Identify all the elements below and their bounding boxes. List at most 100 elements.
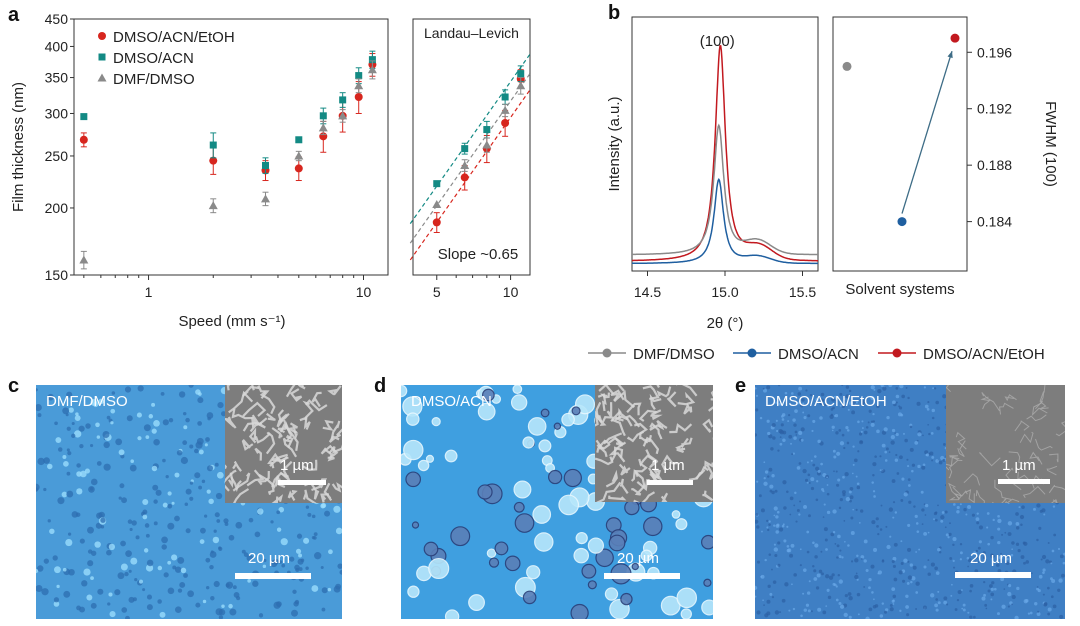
texture-dot xyxy=(83,568,91,576)
texture-dot xyxy=(918,548,921,551)
texture-dot xyxy=(898,405,901,408)
texture-dot xyxy=(842,493,846,497)
fwhm-point-dmso-acn-etoh xyxy=(950,33,960,43)
texture-dot xyxy=(875,517,879,521)
texture-dot xyxy=(775,530,779,534)
texture-dot xyxy=(997,527,1001,531)
texture-dot xyxy=(1062,561,1065,565)
texture-dot xyxy=(760,508,765,513)
texture-dot xyxy=(841,490,846,495)
texture-dot xyxy=(768,523,771,526)
texture-dot xyxy=(959,558,962,561)
texture-dot xyxy=(321,607,326,612)
sem-feature xyxy=(232,461,242,472)
texture-dot xyxy=(982,551,986,555)
texture-dot xyxy=(1063,552,1065,556)
texture-dot xyxy=(755,433,758,437)
texture-dot xyxy=(1041,554,1047,560)
texture-dot xyxy=(836,544,840,548)
texture-dot xyxy=(773,506,778,511)
texture-dot xyxy=(858,432,863,436)
texture-dot xyxy=(79,443,84,449)
texture-dot xyxy=(789,496,794,501)
texture-dot xyxy=(121,607,128,613)
texture-dot xyxy=(853,458,858,463)
texture-dot xyxy=(881,443,886,448)
texture-dot xyxy=(916,439,919,442)
texture-dot xyxy=(857,613,860,616)
texture-domain xyxy=(417,459,430,472)
texture-dot xyxy=(873,547,878,552)
texture-dot xyxy=(888,507,894,512)
texture-dot xyxy=(252,580,259,587)
sem-feature xyxy=(246,469,265,487)
texture-dot xyxy=(833,455,837,459)
texture-dot xyxy=(49,528,55,535)
texture-dot xyxy=(66,490,74,498)
sem-feature xyxy=(661,454,677,471)
texture-dot xyxy=(873,598,875,601)
texture-dot xyxy=(220,411,227,417)
texture-dot xyxy=(872,604,877,609)
texture-dot xyxy=(799,500,802,503)
texture-domain xyxy=(643,516,663,537)
texture-dot xyxy=(295,548,302,554)
texture-dot xyxy=(806,481,809,484)
texture-dot xyxy=(756,525,760,529)
texture-dot xyxy=(177,588,183,593)
x-tick-label: 10 xyxy=(356,284,372,300)
texture-dot xyxy=(1015,512,1019,516)
texture-dot xyxy=(949,557,953,560)
texture-dot xyxy=(997,514,1000,518)
texture-dot xyxy=(827,595,832,600)
texture-dot xyxy=(798,462,802,465)
texture-domain xyxy=(676,587,698,609)
sem-feature xyxy=(279,460,293,481)
sem-feature xyxy=(615,407,624,422)
texture-dot xyxy=(903,492,908,497)
texture-dot xyxy=(126,415,133,422)
texture-dot xyxy=(210,596,215,601)
texture-dot xyxy=(907,396,910,400)
texture-dot xyxy=(767,431,771,436)
chart-thickness-vs-speed: 150 200 250 300 350 400 450 1 10 Speed (mm s⁻¹) Fi… xyxy=(10,11,389,330)
sem-feature xyxy=(286,427,299,434)
texture-domain xyxy=(444,449,458,463)
texture-dot xyxy=(214,462,219,467)
texture-dot xyxy=(921,465,926,470)
texture-dot xyxy=(76,463,81,468)
texture-dot xyxy=(229,608,237,616)
texture-dot xyxy=(997,540,1001,545)
texture-dot xyxy=(983,593,986,597)
texture-dot xyxy=(167,522,175,530)
texture-dot xyxy=(1023,561,1026,565)
texture-dot xyxy=(110,408,116,414)
texture-dot xyxy=(36,403,42,412)
texture-dot xyxy=(1011,548,1013,550)
x-tick-label: 5 xyxy=(433,284,441,300)
texture-dot xyxy=(762,599,764,602)
data-point-dmf-dmso xyxy=(516,81,526,90)
texture-dot xyxy=(755,595,757,598)
texture-dot xyxy=(844,540,846,543)
texture-domain xyxy=(526,565,541,580)
texture-dot xyxy=(921,523,924,525)
texture-dot xyxy=(43,558,50,564)
texture-dot xyxy=(1019,514,1025,520)
texture-dot xyxy=(927,531,930,534)
sem-feature xyxy=(1022,485,1046,498)
sem-feature xyxy=(649,422,663,440)
texture-dot xyxy=(834,413,839,418)
texture-dot xyxy=(885,525,888,528)
sem-feature xyxy=(645,449,659,469)
texture-dot xyxy=(36,584,43,593)
sem-feature xyxy=(614,437,626,447)
texture-dot xyxy=(278,560,283,564)
texture-dot xyxy=(942,458,946,462)
texture-dot xyxy=(802,568,807,572)
sem-feature xyxy=(225,464,227,469)
texture-dot xyxy=(800,427,805,432)
data-point-dmf-dmso xyxy=(460,160,470,169)
texture-dot xyxy=(814,455,817,458)
texture-dot xyxy=(54,566,61,574)
